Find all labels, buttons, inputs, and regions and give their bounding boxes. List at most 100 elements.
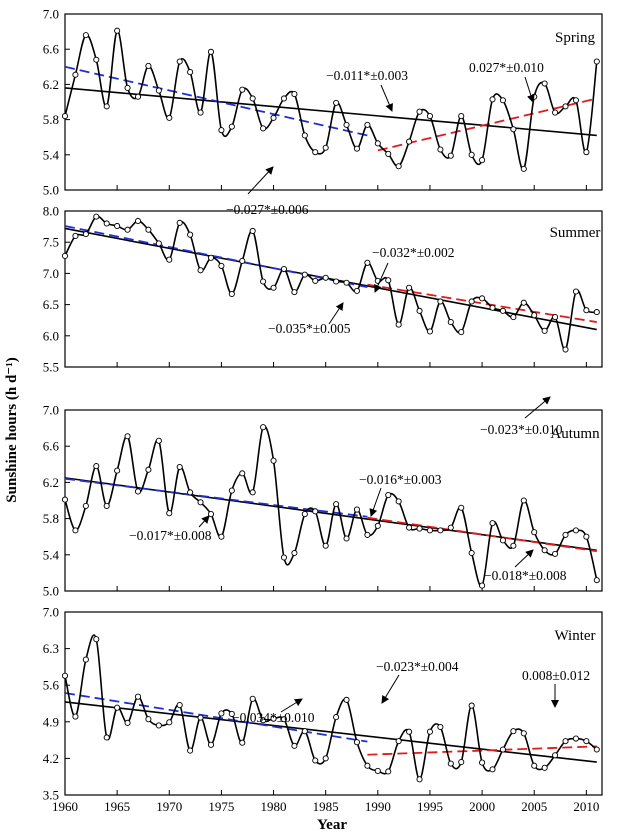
data-point <box>541 547 548 554</box>
data-point <box>322 274 329 281</box>
data-point <box>93 213 100 220</box>
data-point <box>260 278 267 285</box>
data-point <box>176 219 183 226</box>
data-point <box>343 279 350 286</box>
data-point <box>426 328 434 335</box>
annotation-arrow <box>381 674 400 704</box>
data-point <box>301 728 308 735</box>
data-point <box>166 114 173 121</box>
sunshine-series-line <box>64 634 598 781</box>
data-point <box>406 728 413 735</box>
data-point <box>458 329 465 336</box>
data-point <box>145 466 152 473</box>
annotation-arrow <box>514 549 534 568</box>
data-point <box>520 730 527 737</box>
data-point <box>207 254 215 261</box>
data-point <box>353 287 361 294</box>
data-point <box>374 767 381 774</box>
data-point <box>572 288 579 295</box>
data-point <box>187 489 194 496</box>
data-point <box>249 95 256 102</box>
data-point <box>72 527 79 534</box>
data-point <box>374 140 381 147</box>
data-point <box>103 734 110 741</box>
y-tick-label: 7.0 <box>43 7 59 22</box>
data-point <box>489 304 496 311</box>
data-point <box>312 757 319 764</box>
data-point <box>145 716 152 723</box>
data-point <box>61 252 69 259</box>
data-point <box>395 321 402 328</box>
data-point <box>155 240 162 247</box>
data-point <box>572 735 579 742</box>
y-tick-label: 7.0 <box>43 266 59 281</box>
y-tick-label: 5.8 <box>43 511 59 526</box>
data-point <box>249 695 256 702</box>
annotation-arrow <box>280 698 303 713</box>
y-tick-label: 5.4 <box>43 547 60 562</box>
data-point <box>343 535 350 542</box>
data-point <box>124 433 131 440</box>
data-point <box>343 696 350 703</box>
data-point <box>447 152 454 159</box>
data-point <box>239 739 246 746</box>
data-point <box>468 151 475 158</box>
panel-spring: 5.0 5.4 5.8 6.2 6.6 7.0 Spring −0.011*±0.003 0.0… <box>43 7 603 217</box>
data-point <box>426 113 434 120</box>
data-point <box>218 127 225 134</box>
data-point <box>520 165 527 172</box>
data-point <box>531 312 538 319</box>
early-trend-line <box>64 225 368 289</box>
data-point <box>385 277 392 284</box>
plot-frame <box>64 611 603 796</box>
data-point <box>280 716 288 723</box>
x-tick-label: 2010 <box>573 799 599 814</box>
annotation-arrow <box>374 262 389 293</box>
data-point <box>114 222 121 230</box>
y-tick-label: 3.5 <box>43 788 59 803</box>
y-tick-label: 7.5 <box>43 235 59 250</box>
annotation-arrow <box>198 515 210 528</box>
data-point <box>322 755 329 762</box>
data-point <box>364 762 371 769</box>
data-point <box>260 717 267 724</box>
trend-annotation: −0.023*±0.010 <box>480 422 563 437</box>
data-point <box>207 511 215 518</box>
trend-annotation: −0.023*±0.004 <box>376 659 459 674</box>
annotation-arrow <box>328 302 344 325</box>
data-point <box>197 267 204 274</box>
y-tick-label: 8.0 <box>43 204 59 219</box>
trend-annotation: −0.017*±0.008 <box>129 528 212 543</box>
data-point <box>447 524 454 531</box>
data-point <box>291 91 298 98</box>
data-point <box>416 776 423 783</box>
data-point <box>280 265 288 273</box>
data-point <box>426 527 434 534</box>
early-trend-line <box>64 65 368 137</box>
annotation-arrow <box>369 487 382 517</box>
data-point <box>510 542 517 549</box>
trend-annotation: 0.008±0.012 <box>522 668 590 683</box>
data-point <box>176 58 183 65</box>
panel-winter: 3.5 4.2 4.9 5.6 6.3 7.0 1960 1965 1970 1975 1980 19… <box>43 605 603 814</box>
annotation-arrow <box>380 84 393 112</box>
x-axis-label: Year <box>317 817 347 833</box>
annotation-arrow <box>247 166 274 195</box>
x-tick-label: 1975 <box>208 799 234 814</box>
data-point <box>333 501 340 508</box>
data-point <box>270 284 277 291</box>
data-point <box>416 108 423 115</box>
data-point <box>72 713 79 720</box>
data-point <box>468 702 475 709</box>
data-point <box>406 524 413 531</box>
y-tick-label: 5.4 <box>43 147 60 162</box>
data-point <box>353 739 361 746</box>
trend-annotation: −0.018*±0.008 <box>484 568 567 583</box>
data-point <box>239 470 246 477</box>
data-point <box>385 150 392 157</box>
data-point <box>124 84 131 91</box>
data-point <box>312 508 319 515</box>
season-title: Summer <box>550 225 601 241</box>
data-point <box>82 656 89 663</box>
y-tick-label: 7.0 <box>43 403 59 418</box>
